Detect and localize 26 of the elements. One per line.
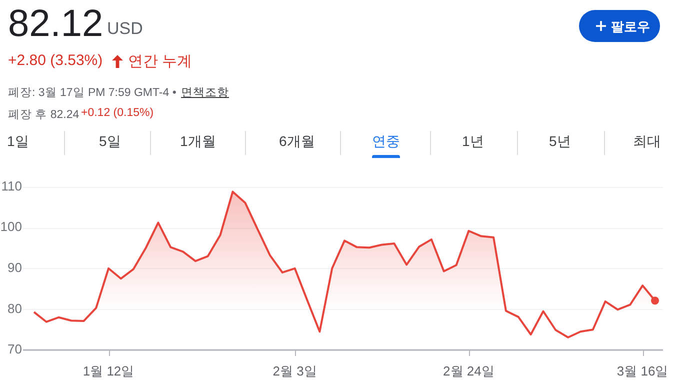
text: +2.80 (3.53%) xyxy=(8,52,103,69)
y-tick-label: 80 xyxy=(8,300,22,316)
text: 6개월 xyxy=(279,133,315,151)
text: 폐장 후 82.24 xyxy=(8,108,80,122)
y-tick-label: 90 xyxy=(8,260,22,275)
x-tick-label: 1월 12일 xyxy=(82,363,134,378)
x-tick-label: 3월 16일 xyxy=(616,363,668,378)
text: 1년 xyxy=(462,133,484,151)
text: 1개월 xyxy=(180,133,216,151)
y-tick-label: 70 xyxy=(8,342,22,357)
y-tick-label: 110 xyxy=(1,178,22,194)
text: 최대 xyxy=(633,133,661,151)
text: 연중 xyxy=(372,133,400,151)
text: 폐장: 3월 17일 PM 7:59 GMT-4 • xyxy=(8,86,176,100)
x-tick-label: 2월 24일 xyxy=(443,363,494,378)
text: +0.12 (0.15%) xyxy=(81,107,154,119)
x-tick-label: 2월 3일 xyxy=(272,363,317,378)
text: 1일 xyxy=(7,133,29,151)
text: 5일 xyxy=(99,133,121,151)
text: USD xyxy=(107,19,143,39)
chart-title: 82.12 xyxy=(8,3,104,46)
y-tick-label: 100 xyxy=(0,219,22,234)
text: 연간 누계 xyxy=(128,52,192,71)
text: 5년 xyxy=(549,133,571,151)
text: 면책조항 xyxy=(181,86,229,100)
text: 팔로우 xyxy=(611,18,650,36)
